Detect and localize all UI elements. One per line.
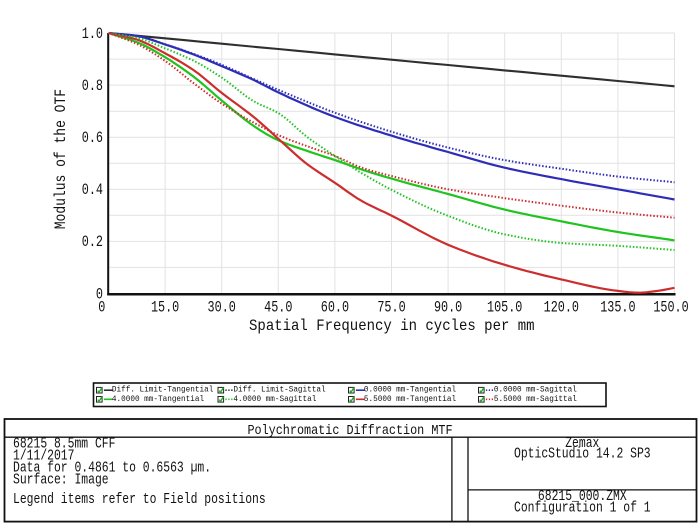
svg-text:1/11/2017: 1/11/2017 bbox=[13, 448, 74, 465]
svg-text:135.0: 135.0 bbox=[600, 300, 635, 317]
svg-text:90.0: 90.0 bbox=[434, 300, 462, 317]
svg-text:60.0: 60.0 bbox=[321, 300, 349, 317]
svg-text:0.2: 0.2 bbox=[82, 235, 103, 252]
svg-text:Polychromatic Diffraction MTF: Polychromatic Diffraction MTF bbox=[247, 422, 452, 438]
svg-text:68215 8.5mm CFF: 68215 8.5mm CFF bbox=[13, 436, 115, 453]
svg-text:OpticStudio 14.2 SP3: OpticStudio 14.2 SP3 bbox=[514, 446, 651, 463]
svg-text:0: 0 bbox=[98, 300, 105, 317]
svg-text:105.0: 105.0 bbox=[487, 300, 522, 317]
svg-text:0.8: 0.8 bbox=[82, 79, 103, 96]
svg-text:15.0: 15.0 bbox=[151, 300, 179, 317]
svg-text:0.0000 mm-Tangential: 0.0000 mm-Tangential bbox=[364, 386, 456, 395]
svg-text:Zemax: Zemax bbox=[565, 436, 599, 453]
svg-text:1.0: 1.0 bbox=[82, 27, 103, 44]
svg-text:Surface: Image: Surface: Image bbox=[13, 472, 109, 489]
svg-text:Modulus of the OTF: Modulus of the OTF bbox=[53, 89, 70, 229]
svg-text:Spatial Frequency in cycles pe: Spatial Frequency in cycles per mm bbox=[249, 318, 535, 335]
svg-text:120.0: 120.0 bbox=[544, 300, 579, 317]
svg-text:0.0000 mm-Sagittal: 0.0000 mm-Sagittal bbox=[494, 386, 577, 395]
svg-text:0.6: 0.6 bbox=[82, 131, 103, 148]
svg-text:5.5000 mm-Sagittal: 5.5000 mm-Sagittal bbox=[494, 395, 577, 404]
svg-text:150.0: 150.0 bbox=[653, 300, 688, 317]
svg-text:30.0: 30.0 bbox=[208, 300, 236, 317]
svg-text:Data for 0.4861 to 0.6563 µm.: Data for 0.4861 to 0.6563 µm. bbox=[13, 460, 211, 477]
svg-text:68215_000.ZMX: 68215_000.ZMX bbox=[538, 489, 627, 506]
svg-text:45.0: 45.0 bbox=[264, 300, 292, 317]
svg-text:4.0000 mm-Sagittal: 4.0000 mm-Sagittal bbox=[233, 395, 316, 404]
svg-text:Diff. Limit-Sagittal: Diff. Limit-Sagittal bbox=[233, 386, 325, 395]
svg-text:0: 0 bbox=[96, 287, 103, 304]
svg-text:Configuration 1 of 1: Configuration 1 of 1 bbox=[514, 500, 651, 517]
svg-text:Legend items refer to Field po: Legend items refer to Field positions bbox=[13, 492, 266, 509]
svg-text:Diff. Limit-Tangential: Diff. Limit-Tangential bbox=[112, 386, 214, 395]
svg-text:75.0: 75.0 bbox=[377, 300, 405, 317]
svg-text:4.0000 mm-Tangential: 4.0000 mm-Tangential bbox=[112, 395, 204, 404]
svg-text:5.5000 mm-Tangential: 5.5000 mm-Tangential bbox=[364, 395, 456, 404]
svg-text:0.4: 0.4 bbox=[82, 183, 103, 200]
